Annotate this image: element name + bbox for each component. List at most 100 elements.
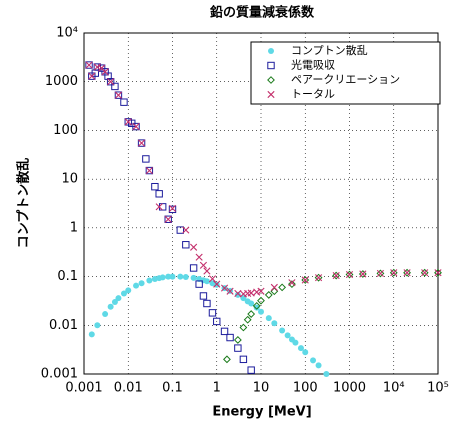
point	[142, 155, 150, 163]
point	[114, 91, 123, 99]
point	[137, 139, 146, 147]
point	[271, 320, 278, 327]
point	[301, 276, 310, 284]
y-tick-label: 10	[61, 172, 78, 187]
point	[107, 78, 115, 86]
point	[265, 315, 272, 322]
x-tick-label: 100	[293, 381, 318, 396]
point	[133, 282, 140, 289]
point	[220, 284, 229, 292]
point	[264, 291, 273, 299]
legend-marker	[267, 76, 275, 84]
point	[120, 98, 128, 106]
point	[132, 122, 140, 131]
point	[213, 317, 221, 326]
point	[301, 276, 309, 284]
point	[146, 277, 153, 284]
point	[421, 269, 429, 277]
point	[85, 61, 93, 69]
y-tick-label: 1	[70, 220, 78, 235]
point	[257, 287, 265, 295]
point	[288, 279, 296, 287]
point	[257, 296, 265, 305]
point	[284, 332, 291, 339]
point	[292, 339, 299, 346]
point	[124, 118, 132, 126]
point	[195, 253, 203, 261]
point	[434, 268, 442, 277]
x-tick-label: 1	[213, 381, 221, 396]
point	[203, 278, 210, 285]
point	[177, 273, 184, 280]
point	[158, 203, 167, 211]
point	[314, 273, 323, 282]
point	[101, 68, 109, 76]
legend-marker	[267, 90, 275, 99]
point	[94, 322, 101, 329]
legend-label: コンプトン散乱	[291, 43, 368, 57]
legend-marker	[267, 61, 275, 70]
point	[168, 204, 177, 213]
point	[203, 267, 211, 275]
point	[345, 270, 354, 279]
point	[253, 304, 260, 311]
point	[359, 270, 367, 278]
point	[403, 268, 411, 277]
point	[159, 274, 166, 281]
x-axis-label: Energy [MeV]	[212, 405, 311, 420]
x-tick-label: 10⁴	[383, 381, 405, 396]
y-tick-label: 100	[53, 123, 78, 138]
point	[420, 268, 429, 277]
point	[102, 311, 109, 318]
point	[279, 327, 286, 334]
point	[258, 308, 264, 315]
point	[345, 270, 354, 279]
legend-label: ペアークリエーション	[291, 73, 400, 86]
point	[332, 271, 341, 280]
legend-label: 光電吸収	[291, 58, 335, 72]
point	[168, 205, 177, 214]
point	[176, 226, 184, 234]
point	[165, 273, 172, 280]
point	[190, 274, 197, 281]
point	[111, 82, 119, 91]
point	[155, 190, 163, 198]
y-tick-label: 0.01	[49, 318, 78, 333]
point	[310, 357, 317, 364]
point	[247, 310, 256, 318]
point	[203, 299, 211, 308]
point	[226, 287, 234, 295]
point	[253, 288, 261, 296]
x-tick-label: 10⁵	[427, 381, 449, 396]
point	[190, 243, 198, 251]
point	[132, 122, 140, 131]
point	[189, 264, 198, 272]
y-tick-label: 10⁴	[56, 26, 78, 41]
y-tick-label: 0.001	[41, 367, 78, 382]
point	[239, 355, 248, 364]
x-tick-label: 1000	[333, 381, 366, 396]
point	[315, 362, 322, 369]
x-tick-label: 10	[253, 381, 270, 396]
point	[138, 280, 145, 287]
legend-label: トータル	[291, 88, 335, 101]
point	[182, 226, 190, 234]
point	[243, 315, 252, 324]
point	[323, 371, 330, 377]
point	[106, 78, 115, 86]
point	[182, 241, 190, 249]
point	[164, 215, 172, 223]
point	[107, 303, 114, 310]
point	[332, 271, 340, 280]
point	[376, 269, 385, 278]
x-tick-label: 0.001	[65, 381, 102, 396]
point	[93, 63, 101, 71]
legend-marker	[268, 48, 274, 54]
point	[389, 268, 398, 277]
point	[239, 323, 248, 332]
point	[223, 355, 231, 364]
point	[248, 300, 255, 307]
point	[233, 336, 242, 344]
point	[85, 61, 93, 69]
